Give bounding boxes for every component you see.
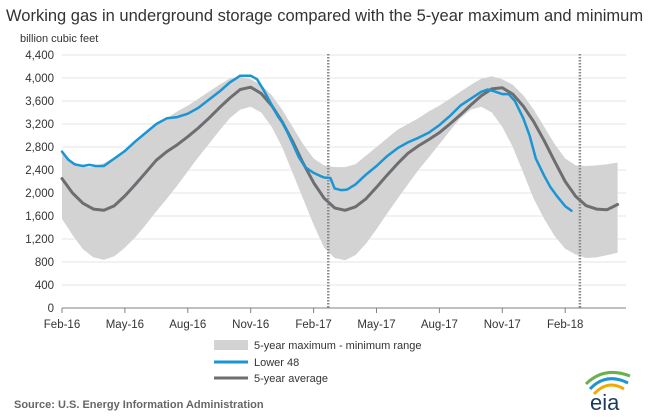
legend-swatch-range <box>214 340 248 350</box>
x-tick-label-Nov-16: Nov-16 <box>232 319 269 331</box>
chart-title: Working gas in underground storage compa… <box>6 7 643 25</box>
logo-arc-green <box>584 370 631 386</box>
y-tick-label-2800: 2,800 <box>25 142 54 154</box>
x-tick-label-May-16: May-16 <box>106 319 144 331</box>
y-tick-label-2400: 2,400 <box>25 165 54 177</box>
legend-label-average: 5-year average <box>254 373 328 385</box>
y-tick-label-800: 800 <box>35 257 54 269</box>
y-axis-label: billion cubic feet <box>20 33 98 45</box>
legend-label-range: 5-year maximum - minimum range <box>254 340 421 352</box>
y-tick-label-3600: 3,600 <box>25 96 54 108</box>
y-tick-label-4000: 4,000 <box>25 73 54 85</box>
y-tick-label-1200: 1,200 <box>25 234 54 246</box>
range-band <box>62 76 618 261</box>
x-tick-label-Feb-16: Feb-16 <box>44 319 80 331</box>
y-tick-label-1600: 1,600 <box>25 211 54 223</box>
logo-arc-orange <box>592 383 625 396</box>
series-line-lower-48 <box>60 74 573 213</box>
x-tick-label-Aug-17: Aug-17 <box>421 319 458 331</box>
y-tick-label-3200: 3,200 <box>25 119 54 131</box>
x-tick-label-Aug-16: Aug-16 <box>169 319 206 331</box>
plot-area: 0 400 800 1,200 1,600 2,000 2,400 2,800 3,200 3,6… <box>25 50 626 331</box>
y-tick-label-400: 400 <box>35 280 54 292</box>
y-tick-label-4400: 4,400 <box>25 50 54 62</box>
x-tick-label-Nov-17: Nov-17 <box>484 319 521 331</box>
series-line-5-year-average <box>60 85 620 212</box>
logo-arc-blue <box>588 377 629 391</box>
eia-logo: eia <box>584 370 631 415</box>
source-note: Source: U.S. Energy Information Administ… <box>14 399 264 411</box>
y-tick-label-2000: 2,000 <box>25 188 54 200</box>
logo-text: eia <box>590 390 620 415</box>
x-tick-label-Feb-17: Feb-17 <box>295 319 331 331</box>
legend: 5-year maximum - minimum range Lower 48 … <box>214 340 421 385</box>
x-tick-label-Feb-18: Feb-18 <box>547 319 583 331</box>
y-tick-label-0: 0 <box>48 303 54 315</box>
x-tick-label-May-17: May-17 <box>357 319 395 331</box>
legend-label-lower48: Lower 48 <box>254 357 299 369</box>
